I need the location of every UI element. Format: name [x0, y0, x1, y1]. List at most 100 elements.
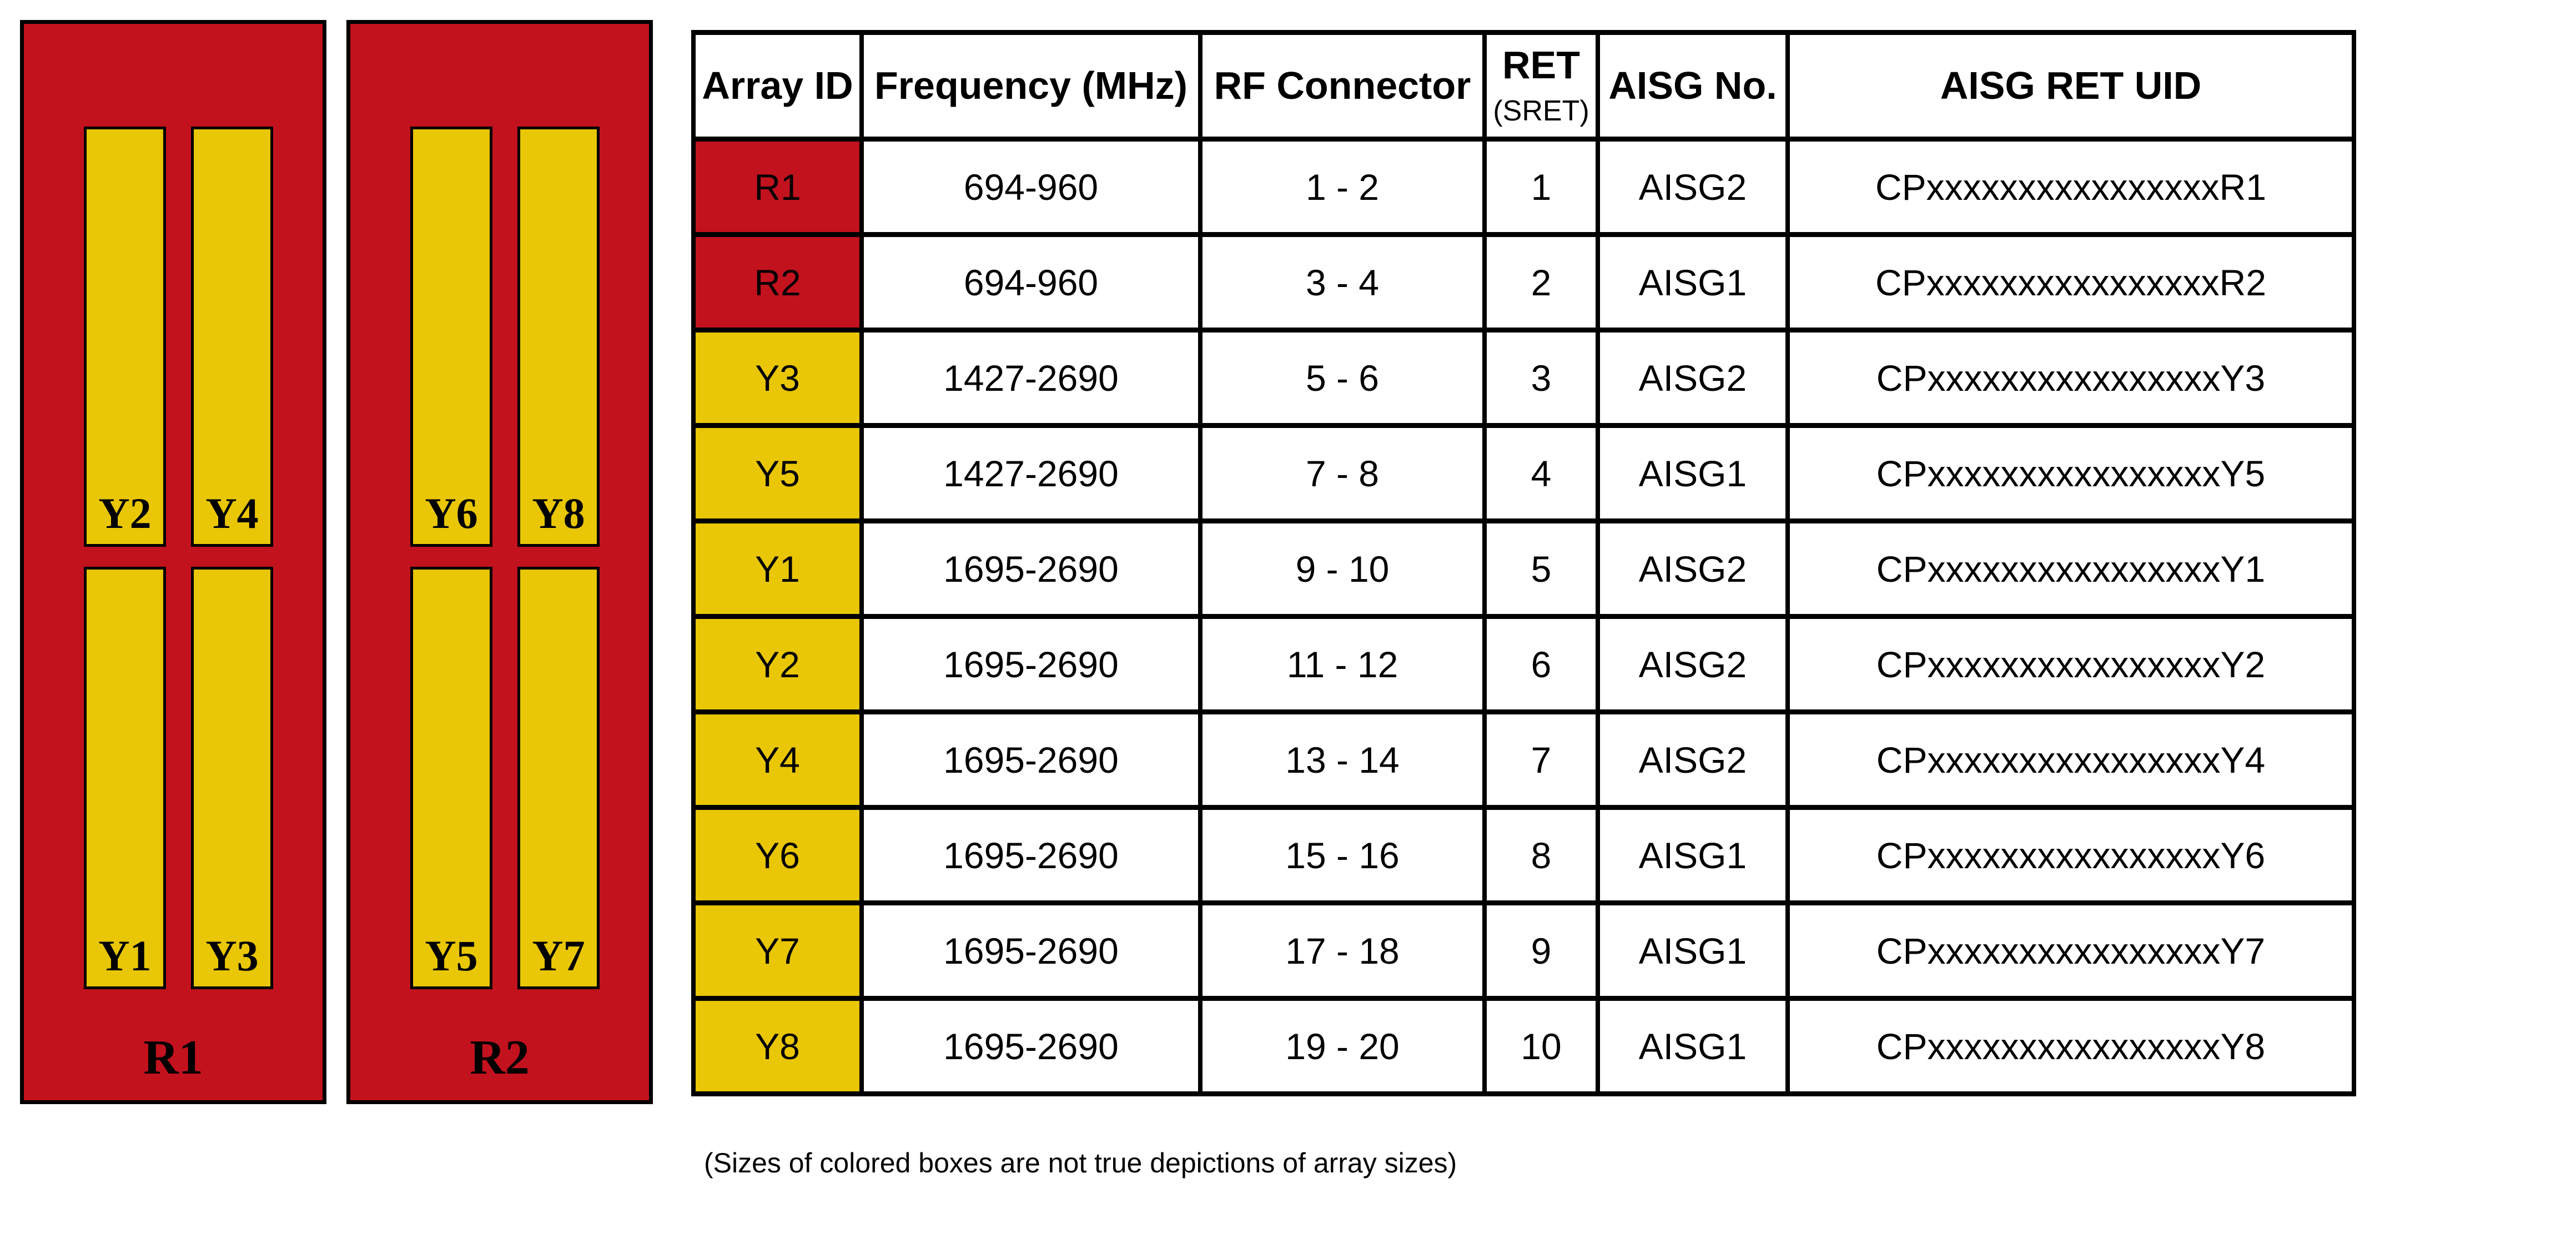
cell-array-id: Y8: [691, 996, 864, 1096]
col-header-array-id: Array ID: [691, 30, 864, 142]
cell-ret: 5: [1482, 518, 1600, 619]
cell-array-id: Y1: [691, 518, 864, 619]
cell-frequency: 1695-2690: [859, 614, 1203, 714]
table-row: Y4 1695-2690 13 - 14 7 AISG2 CPxxxxxxxxx…: [691, 709, 2356, 810]
array-label: Y7: [532, 931, 585, 980]
table-row: Y6 1695-2690 15 - 16 8 AISG1 CPxxxxxxxxx…: [691, 805, 2356, 905]
cell-ret: 10: [1482, 996, 1600, 1096]
header-row: Array ID Frequency (MHz) RF Connector RE…: [691, 30, 2356, 142]
rf-spec-table: Array ID Frequency (MHz) RF Connector RE…: [691, 30, 2356, 1096]
cell-aisg-ret-uid: CPxxxxxxxxxxxxxxxxR1: [1785, 137, 2356, 237]
cell-ret: 1: [1482, 137, 1600, 237]
col-header-ret: RET (SRET): [1482, 30, 1600, 142]
array-label: Y5: [425, 931, 478, 980]
cell-aisg-ret-uid: CPxxxxxxxxxxxxxxxxY2: [1785, 614, 2356, 714]
cell-aisg-no: AISG2: [1596, 137, 1790, 237]
cell-frequency: 1427-2690: [859, 328, 1203, 428]
cell-rf-connector: 5 - 6: [1198, 328, 1487, 428]
cell-ret: 4: [1482, 423, 1600, 523]
cell-rf-connector: 15 - 16: [1198, 805, 1487, 905]
cell-aisg-ret-uid: CPxxxxxxxxxxxxxxxxY8: [1785, 996, 2356, 1096]
array-box: Y7: [517, 567, 600, 989]
panel-label: R2: [470, 1031, 530, 1085]
cell-frequency: 694-960: [859, 137, 1203, 237]
table-body: R1 694-960 1 - 2 1 AISG2 CPxxxxxxxxxxxxx…: [691, 137, 2356, 1096]
col-header-ret-sub: (SRET): [1493, 94, 1589, 127]
cell-array-id: Y2: [691, 614, 864, 714]
cell-aisg-ret-uid: CPxxxxxxxxxxxxxxxxY5: [1785, 423, 2356, 523]
array-label: Y6: [425, 489, 478, 537]
cell-ret: 8: [1482, 805, 1600, 905]
table-row: Y2 1695-2690 11 - 12 6 AISG2 CPxxxxxxxxx…: [691, 614, 2356, 714]
cell-aisg-no: AISG1: [1596, 232, 1790, 333]
col-header-frequency: Frequency (MHz): [859, 30, 1203, 142]
cell-frequency: 1695-2690: [859, 518, 1203, 619]
cell-frequency: 1695-2690: [859, 805, 1203, 905]
cell-array-id: Y7: [691, 900, 864, 1001]
cell-aisg-no: AISG2: [1596, 709, 1790, 810]
cell-rf-connector: 13 - 14: [1198, 709, 1487, 810]
cell-aisg-no: AISG2: [1596, 614, 1790, 714]
cell-aisg-no: AISG1: [1596, 423, 1790, 523]
cell-aisg-ret-uid: CPxxxxxxxxxxxxxxxxY3: [1785, 328, 2356, 428]
cell-frequency: 1427-2690: [859, 423, 1203, 523]
cell-frequency: 1695-2690: [859, 900, 1203, 1001]
cell-array-id: R2: [691, 232, 864, 333]
cell-aisg-ret-uid: CPxxxxxxxxxxxxxxxxY4: [1785, 709, 2356, 810]
cell-frequency: 694-960: [859, 232, 1203, 333]
cell-ret: 9: [1482, 900, 1600, 1001]
cell-aisg-ret-uid: CPxxxxxxxxxxxxxxxxY7: [1785, 900, 2356, 1001]
cell-rf-connector: 7 - 8: [1198, 423, 1487, 523]
cell-aisg-ret-uid: CPxxxxxxxxxxxxxxxxR2: [1785, 232, 2356, 333]
cell-array-id: Y4: [691, 709, 864, 810]
array-box: Y1: [84, 567, 166, 989]
table-header: Array ID Frequency (MHz) RF Connector RE…: [691, 30, 2356, 142]
cell-rf-connector: 3 - 4: [1198, 232, 1487, 333]
table-row: Y1 1695-2690 9 - 10 5 AISG2 CPxxxxxxxxxx…: [691, 518, 2356, 619]
cell-aisg-no: AISG1: [1596, 996, 1790, 1096]
col-header-rf-connector: RF Connector: [1198, 30, 1487, 142]
cell-ret: 6: [1482, 614, 1600, 714]
cell-array-id: Y5: [691, 423, 864, 523]
cell-aisg-ret-uid: CPxxxxxxxxxxxxxxxxY6: [1785, 805, 2356, 905]
cell-ret: 3: [1482, 328, 1600, 428]
size-disclaimer-caption: (Sizes of colored boxes are not true dep…: [704, 1147, 1457, 1179]
cell-frequency: 1695-2690: [859, 996, 1203, 1096]
array-label: Y3: [205, 931, 259, 980]
table-row: Y5 1427-2690 7 - 8 4 AISG1 CPxxxxxxxxxxx…: [691, 423, 2356, 523]
table-row: Y3 1427-2690 5 - 6 3 AISG2 CPxxxxxxxxxxx…: [691, 328, 2356, 428]
antenna-panel: Y6 Y8 Y5 Y7 R2: [346, 20, 653, 1104]
array-box: Y6: [410, 127, 492, 547]
array-label: Y8: [532, 489, 585, 537]
antenna-array-diagram: Y2 Y4 Y1 Y3 R1 Y6 Y8 Y5 Y7 R2: [0, 0, 688, 1138]
array-label: Y4: [205, 489, 259, 537]
cell-aisg-no: AISG2: [1596, 328, 1790, 428]
col-header-ret-main: RET: [1502, 43, 1580, 87]
col-header-aisg-ret-uid: AISG RET UID: [1785, 30, 2356, 142]
cell-aisg-ret-uid: CPxxxxxxxxxxxxxxxxY1: [1785, 518, 2356, 619]
cell-aisg-no: AISG1: [1596, 900, 1790, 1001]
cell-rf-connector: 9 - 10: [1198, 518, 1487, 619]
panel-label: R1: [143, 1031, 203, 1085]
array-box: Y8: [517, 127, 600, 547]
table-row: Y7 1695-2690 17 - 18 9 AISG1 CPxxxxxxxxx…: [691, 900, 2356, 1001]
array-box: Y5: [410, 567, 492, 989]
array-box: Y4: [191, 127, 273, 547]
cell-array-id: R1: [691, 137, 864, 237]
cell-frequency: 1695-2690: [859, 709, 1203, 810]
array-label: Y2: [98, 489, 152, 537]
col-header-aisg-no: AISG No.: [1596, 30, 1790, 142]
antenna-panel: Y2 Y4 Y1 Y3 R1: [20, 20, 326, 1104]
cell-array-id: Y6: [691, 805, 864, 905]
cell-ret: 2: [1482, 232, 1600, 333]
cell-aisg-no: AISG2: [1596, 518, 1790, 619]
cell-aisg-no: AISG1: [1596, 805, 1790, 905]
table-row: R2 694-960 3 - 4 2 AISG1 CPxxxxxxxxxxxxx…: [691, 232, 2356, 333]
array-box: Y2: [84, 127, 166, 547]
cell-rf-connector: 19 - 20: [1198, 996, 1487, 1096]
array-label: Y1: [98, 931, 152, 980]
table-row: Y8 1695-2690 19 - 20 10 AISG1 CPxxxxxxxx…: [691, 996, 2356, 1096]
cell-ret: 7: [1482, 709, 1600, 810]
cell-rf-connector: 1 - 2: [1198, 137, 1487, 237]
